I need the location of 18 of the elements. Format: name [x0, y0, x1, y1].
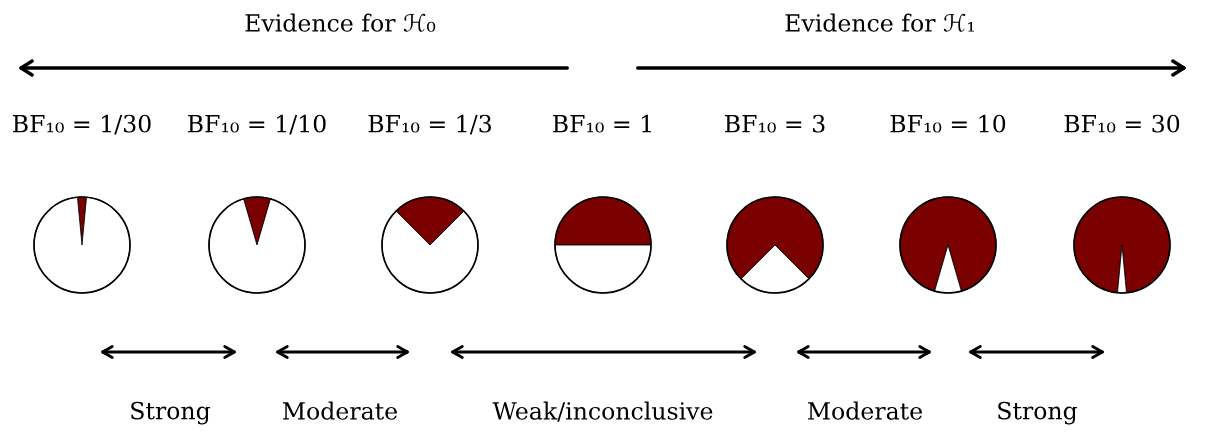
text: Moderate: [808, 401, 922, 420]
chart-title: BF₁₀ = 1/3: [368, 114, 491, 135]
text: Weak/inconclusive: [492, 401, 713, 422]
pie-slice: [899, 196, 997, 292]
text: Evidence for ℋ₁: [785, 13, 974, 32]
pie-slice: [33, 196, 131, 294]
pie-slice: [1073, 196, 1171, 294]
chart-title: BF₁₀ = 10: [890, 114, 1006, 133]
text: Strong: [998, 401, 1078, 425]
chart-title: BF₁₀ = 1: [553, 114, 651, 133]
chart-title: BF₁₀ = 3: [725, 114, 825, 133]
text: Evidence for ℋ₀: [245, 13, 436, 32]
text: Strong: [131, 401, 211, 425]
pie-slice: [208, 198, 306, 294]
chart-title: BF₁₀ = 1/10: [188, 114, 326, 135]
chart-title: BF₁₀ = 1/30: [13, 114, 151, 135]
text: Moderate: [283, 401, 397, 420]
chart-title: BF₁₀ = 30: [1064, 114, 1180, 133]
